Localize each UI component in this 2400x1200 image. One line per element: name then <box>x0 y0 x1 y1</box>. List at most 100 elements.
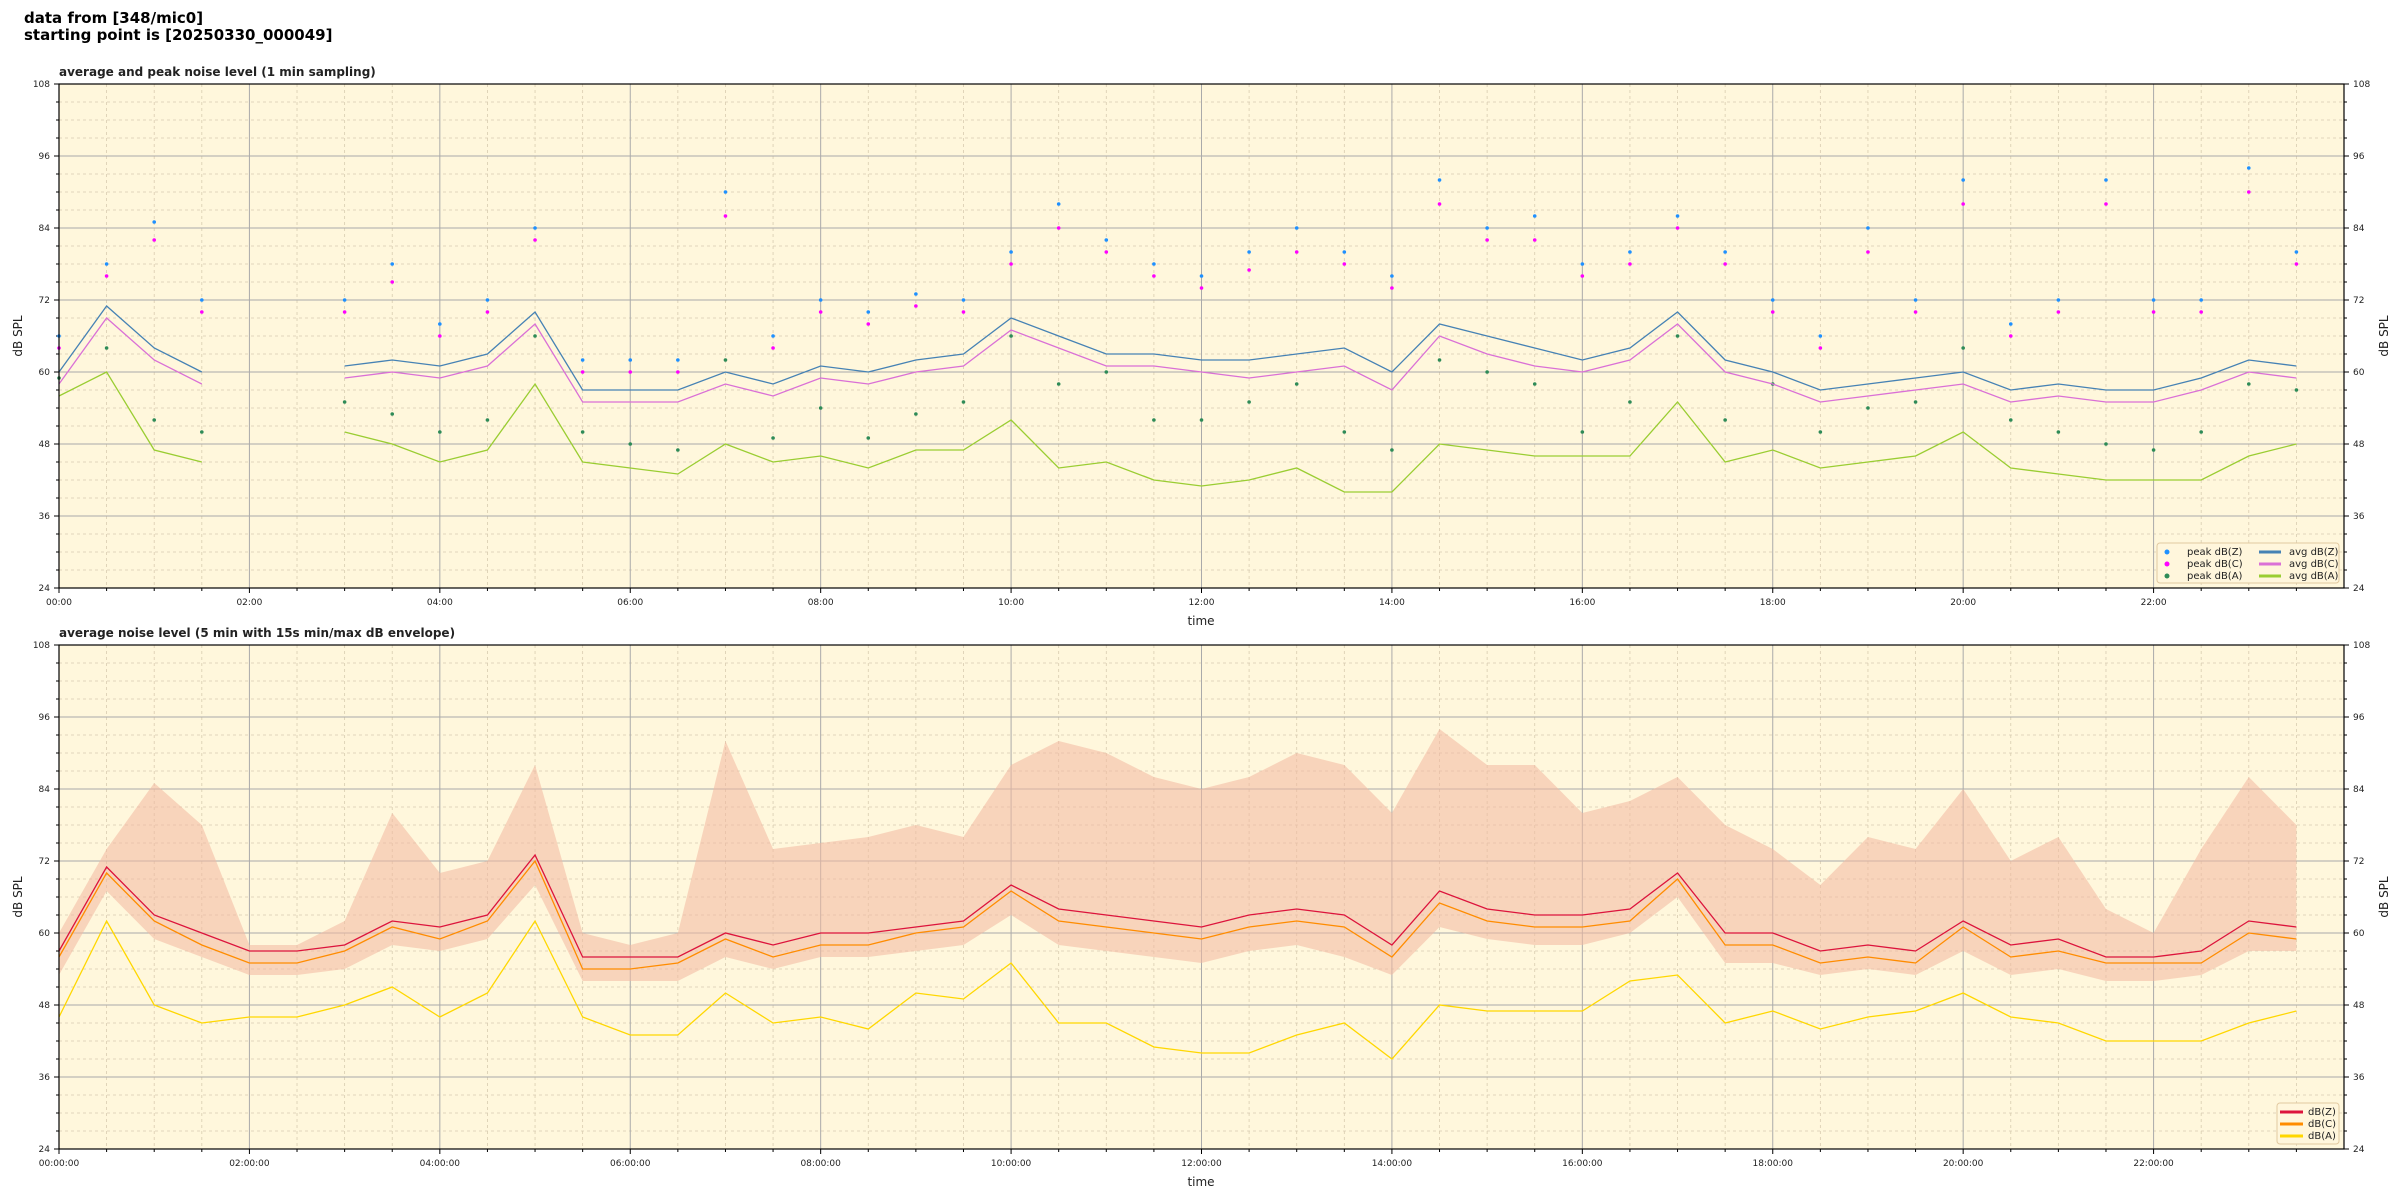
point-peak-db-z <box>961 298 966 302</box>
point-peak-db-a <box>676 448 680 452</box>
top-chart-xlabel: time <box>1187 614 1214 628</box>
point-peak-db-z <box>1913 298 1918 302</box>
point-peak-db-c <box>1009 262 1013 266</box>
y-tick-label: 108 <box>33 641 50 651</box>
point-peak-db-c <box>1913 310 1918 314</box>
y-tick-label: 24 <box>2353 584 2365 594</box>
legend: peak dB(Z)peak dB(C)peak dB(A)avg dB(Z)a… <box>2156 542 2340 584</box>
point-peak-db-a <box>342 400 347 404</box>
point-peak-db-c <box>1390 286 1394 290</box>
point-peak-db-a <box>1199 418 1204 422</box>
legend-label-db-a: dB(A) <box>2308 1131 2336 1142</box>
point-peak-db-z <box>152 220 157 224</box>
y-tick-label: 24 <box>39 584 51 594</box>
point-peak-db-c <box>961 310 966 314</box>
y-tick-label: 96 <box>2353 713 2365 723</box>
point-peak-db-z <box>628 358 633 362</box>
plot-frame <box>58 83 2345 589</box>
point-peak-db-a <box>1390 448 1394 452</box>
point-peak-db-a <box>2246 382 2251 386</box>
point-peak-db-z <box>1056 202 1061 206</box>
point-peak-db-z <box>1675 214 1680 218</box>
point-peak-db-z <box>2199 298 2203 302</box>
point-peak-db-a <box>533 334 537 338</box>
point-peak-db-z <box>818 298 823 302</box>
bottom-chart-plot: 24 24 36 36 48 48 60 60 72 72 84 84 96 96 108 108 00:00:… <box>33 641 2371 1169</box>
legend-marker-peak-db-z <box>2164 549 2170 555</box>
bottom-chart-ylabel-left: dB SPL <box>11 876 25 918</box>
point-peak-db-c <box>1342 262 1347 266</box>
point-peak-db-a <box>485 418 490 422</box>
point-peak-db-a <box>628 442 633 446</box>
point-peak-db-c <box>2008 334 2013 338</box>
point-peak-db-a <box>723 358 728 362</box>
y-tick-label: 108 <box>2353 641 2370 651</box>
y-tick-label: 72 <box>2353 857 2364 867</box>
point-peak-db-a <box>1485 370 1489 374</box>
x-tick-label: 00:00:00 <box>39 1159 80 1169</box>
point-peak-db-z <box>438 322 442 326</box>
y-tick-label: 36 <box>39 512 51 522</box>
point-peak-db-z <box>1770 298 1775 302</box>
line-avg-db-c <box>344 322 2297 403</box>
x-tick-label: 22:00:00 <box>2133 1159 2174 1169</box>
y-tick-label: 84 <box>39 224 51 234</box>
legend-marker-peak-db-c <box>2164 561 2170 567</box>
point-peak-db-z <box>533 226 537 230</box>
point-peak-db-a <box>866 436 871 440</box>
x-tick-label: 12:00 <box>1189 598 1215 608</box>
point-peak-db-z <box>1104 238 1109 242</box>
point-peak-db-z <box>1437 178 1442 182</box>
point-peak-db-z <box>2246 166 2251 170</box>
point-peak-db-c <box>1199 286 1204 290</box>
point-peak-db-c <box>1818 346 1823 350</box>
point-peak-db-a <box>2151 448 2156 452</box>
y-tick-label: 36 <box>39 1073 51 1083</box>
point-peak-db-c <box>438 334 442 338</box>
point-peak-db-z <box>2008 322 2013 326</box>
point-peak-db-c <box>771 346 775 350</box>
point-peak-db-z <box>2104 178 2108 182</box>
legend-box <box>2156 542 2340 584</box>
point-peak-db-c <box>1532 238 1537 242</box>
line-db-z <box>58 853 2297 958</box>
x-tick-label: 14:00 <box>1379 598 1405 608</box>
point-peak-db-a <box>1056 382 1061 386</box>
x-tick-label: 14:00:00 <box>1372 1159 1413 1169</box>
x-tick-label: 08:00:00 <box>800 1159 841 1169</box>
point-peak-db-c <box>1675 226 1680 230</box>
point-peak-db-a <box>152 418 157 422</box>
line-db-c <box>58 859 2297 970</box>
point-peak-db-c <box>580 370 585 374</box>
point-peak-db-a <box>1628 400 1632 404</box>
point-peak-db-z <box>1866 226 1870 230</box>
x-tick-label: 10:00 <box>998 598 1024 608</box>
point-peak-db-c <box>676 370 680 374</box>
point-peak-db-a <box>580 430 585 434</box>
point-peak-db-z <box>1580 262 1585 266</box>
point-peak-db-a <box>1342 430 1347 434</box>
x-tick-label: 20:00:00 <box>1943 1159 1984 1169</box>
point-peak-db-a <box>1294 382 1299 386</box>
legend-label-peak-db-c: peak dB(C) <box>2187 559 2243 570</box>
y-tick-label: 60 <box>2353 368 2365 378</box>
point-peak-db-c <box>104 274 109 278</box>
point-peak-db-a <box>1247 400 1251 404</box>
figure-header: data from [348/mic0] starting point is [… <box>24 10 332 44</box>
y-tick-label: 36 <box>2353 512 2365 522</box>
top-chart-ylabel-left: dB SPL <box>11 315 25 357</box>
x-tick-label: 06:00 <box>617 598 643 608</box>
point-peak-db-z <box>914 292 918 296</box>
header-source: data from [348/mic0] <box>24 9 204 27</box>
point-peak-db-z <box>676 358 680 362</box>
legend-label-avg-db-a: avg dB(A) <box>2289 571 2339 582</box>
point-peak-db-a <box>1009 334 1013 338</box>
point-peak-db-c <box>2294 262 2299 266</box>
point-peak-db-z <box>200 298 204 302</box>
point-peak-db-z <box>2294 250 2299 254</box>
point-peak-db-c <box>2104 202 2108 206</box>
point-peak-db-a <box>914 412 918 416</box>
point-peak-db-c <box>1485 238 1489 242</box>
line-avg-db-c <box>58 317 203 385</box>
